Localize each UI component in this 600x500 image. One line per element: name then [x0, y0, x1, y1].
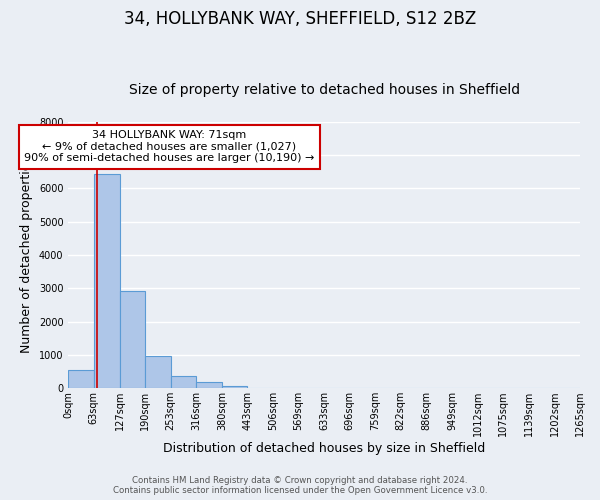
Title: Size of property relative to detached houses in Sheffield: Size of property relative to detached ho… — [128, 83, 520, 97]
Bar — [94, 174, 119, 388]
Bar — [145, 356, 170, 388]
Text: 34, HOLLYBANK WAY, SHEFFIELD, S12 2BZ: 34, HOLLYBANK WAY, SHEFFIELD, S12 2BZ — [124, 10, 476, 28]
Bar — [68, 370, 94, 388]
Bar — [222, 386, 247, 388]
Bar — [196, 382, 222, 388]
Bar — [170, 376, 196, 388]
Text: 34 HOLLYBANK WAY: 71sqm
← 9% of detached houses are smaller (1,027)
90% of semi-: 34 HOLLYBANK WAY: 71sqm ← 9% of detached… — [24, 130, 314, 164]
Y-axis label: Number of detached properties: Number of detached properties — [20, 156, 33, 354]
Text: Contains HM Land Registry data © Crown copyright and database right 2024.
Contai: Contains HM Land Registry data © Crown c… — [113, 476, 487, 495]
Bar — [119, 291, 145, 388]
X-axis label: Distribution of detached houses by size in Sheffield: Distribution of detached houses by size … — [163, 442, 485, 455]
